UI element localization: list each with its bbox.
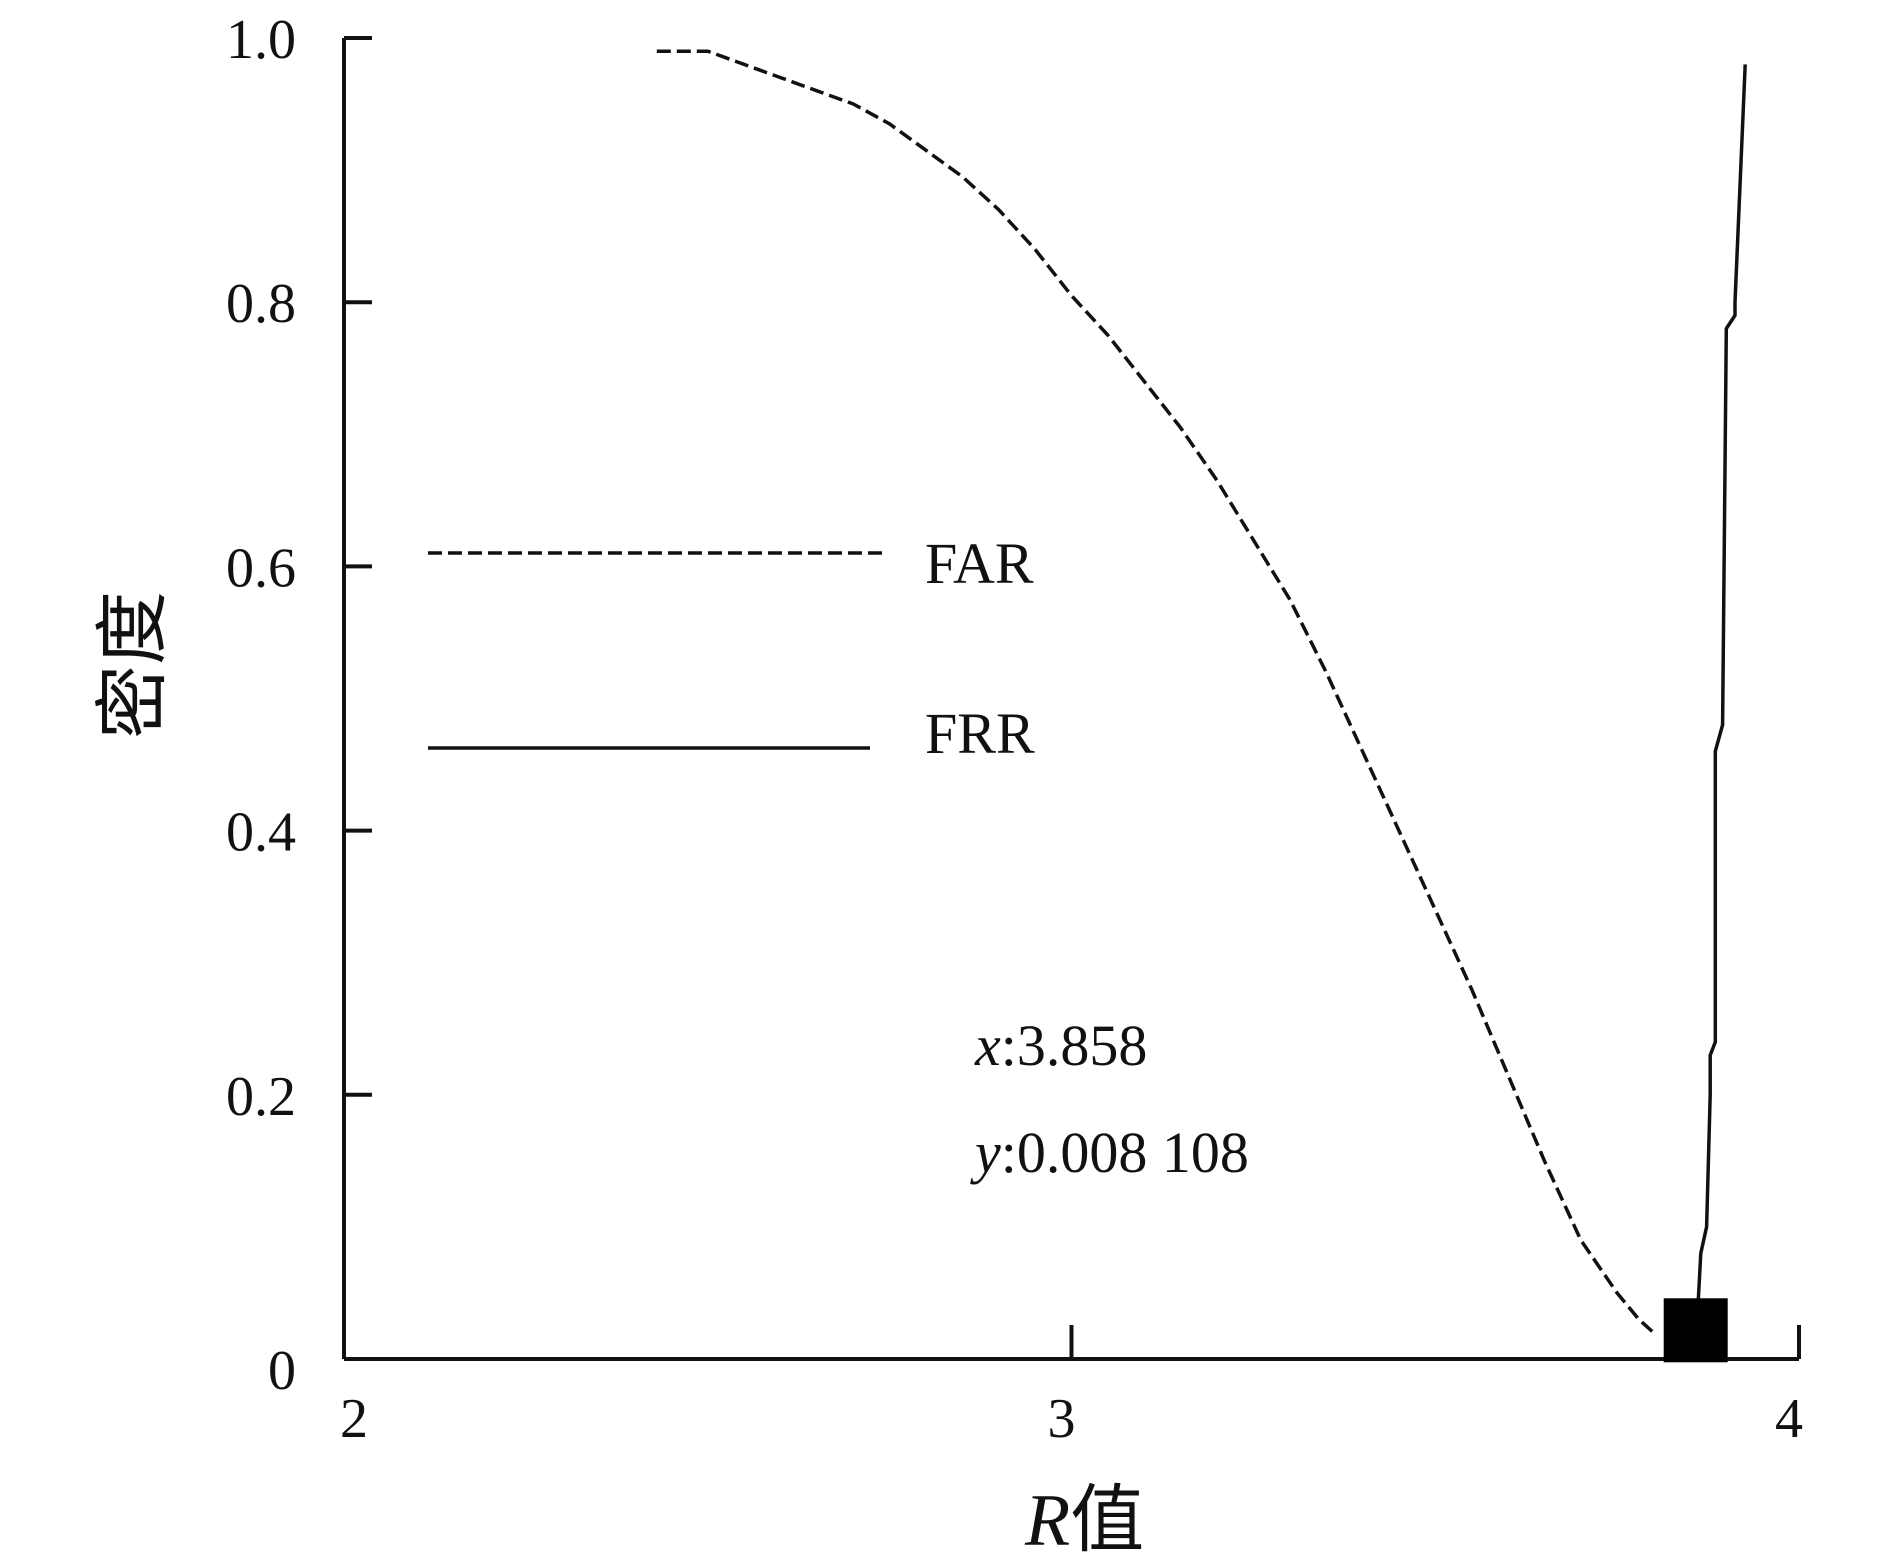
y-tick-label: 0 bbox=[268, 1340, 296, 1402]
x-axis-title-suffix: 值 bbox=[1070, 1480, 1144, 1557]
y-axis-title: 密度 bbox=[93, 591, 175, 739]
x-tick-label: 3 bbox=[1048, 1388, 1076, 1450]
annotation-y-value: :0.008 108 bbox=[1001, 1120, 1249, 1185]
x-axis-title-var: R bbox=[1024, 1480, 1070, 1557]
y-tick-label: 0.8 bbox=[226, 273, 296, 335]
frr-series-line bbox=[1693, 64, 1747, 1349]
annotation-y: y:0.008 108 bbox=[970, 1120, 1249, 1185]
x-axis-title: R值 bbox=[1024, 1480, 1144, 1557]
far-series-line bbox=[656, 49, 1655, 1334]
y-tick-label: 1.0 bbox=[226, 9, 296, 71]
intersection-marker bbox=[1663, 1298, 1728, 1363]
intersection-annotation: x:3.858 y:0.008 108 bbox=[970, 1013, 1249, 1185]
x-ticks: 2 3 4 bbox=[340, 1325, 1803, 1450]
annotation-x-value: :3.858 bbox=[1001, 1013, 1148, 1078]
annotation-y-label: y bbox=[970, 1120, 1001, 1185]
annotation-x: x:3.858 bbox=[974, 1013, 1147, 1078]
legend-frr-label: FRR bbox=[925, 701, 1035, 766]
annotation-x-label: x bbox=[974, 1013, 1001, 1078]
x-tick-label: 2 bbox=[340, 1388, 368, 1450]
x-tick-label: 4 bbox=[1775, 1388, 1803, 1450]
y-tick-label: 0.2 bbox=[226, 1066, 296, 1128]
legend: FAR FRR bbox=[428, 531, 1035, 766]
legend-far-label: FAR bbox=[925, 531, 1034, 596]
y-ticks: 0 0.2 0.4 0.6 0.8 1.0 bbox=[226, 9, 372, 1402]
y-tick-label: 0.6 bbox=[226, 537, 296, 599]
y-tick-label: 0.4 bbox=[226, 802, 296, 864]
